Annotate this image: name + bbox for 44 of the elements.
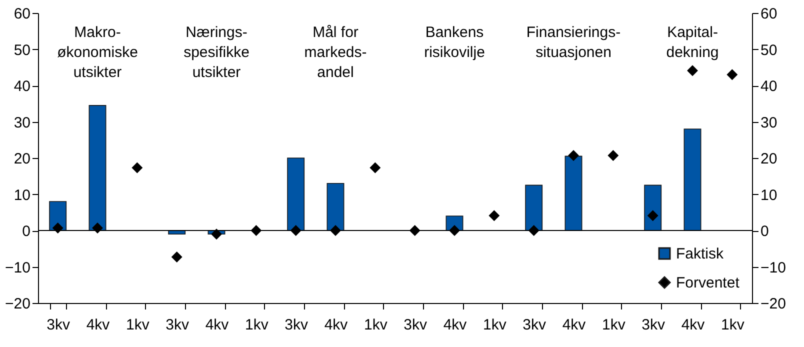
x-tick-label: 3kv	[642, 316, 666, 334]
y-tick-label: −10	[5, 259, 30, 276]
y2-tick-label: 0	[760, 223, 769, 240]
y2-tick-label: 50	[760, 42, 778, 59]
annotation: Kapital- dekning	[666, 24, 719, 61]
y2-tick-label: 30	[760, 114, 778, 132]
x-tick-label: 1kv	[602, 316, 626, 334]
y-tick-label: 20	[14, 150, 30, 168]
x-tick-label: 3kv	[522, 316, 547, 334]
legend-label: Faktisk	[676, 246, 724, 262]
x-tick-label: 1kv	[364, 316, 388, 334]
y-tick-label: 40	[14, 78, 30, 95]
y-tick-label: 10	[14, 186, 30, 204]
x-tick-label: 4kv	[324, 316, 348, 334]
annotation: Nærings- spesifikke utsikter	[184, 24, 250, 81]
x-tick-label: 1kv	[482, 316, 507, 334]
annotation: Bankens risikovilje	[424, 24, 485, 61]
x-tick-label: 1kv	[126, 316, 150, 334]
x-tick-label: 4kv	[681, 316, 706, 334]
y-tick-label: 30	[14, 114, 30, 132]
x-tick-label: 3kv	[46, 316, 71, 334]
y2-tick-label: 10	[760, 186, 778, 204]
x-tick-label: 1kv	[244, 316, 269, 334]
y2-tick-label: 40	[760, 78, 778, 95]
y-tick-label: −20	[5, 296, 30, 312]
legend-label: Forventet	[676, 274, 740, 292]
x-tick-label: 4kv	[562, 316, 586, 334]
x-tick-label: 4kv	[443, 316, 468, 334]
annotation: Mål for markeds- andel	[304, 24, 367, 81]
x-tick-label: 3kv	[284, 316, 309, 334]
y-tick-label: 60	[14, 6, 30, 22]
y-tick-label: 0	[22, 223, 30, 240]
x-tick-label: 1kv	[720, 316, 745, 334]
x-tick-label: 4kv	[205, 316, 230, 334]
annotation: Makro- økonomiske utsikter	[57, 24, 138, 81]
x-tick-label: 4kv	[86, 316, 110, 334]
x-tick-label: 3kv	[166, 316, 190, 334]
y2-tick-label: −20	[760, 296, 786, 312]
x-tick-label: 3kv	[404, 316, 428, 334]
y2-tick-label: −10	[760, 259, 786, 276]
annotation: Finansierings- situasjonen	[526, 24, 621, 61]
y-tick-label: 50	[14, 42, 30, 59]
y2-tick-label: 20	[760, 150, 778, 168]
y2-tick-label: 60	[760, 6, 778, 22]
